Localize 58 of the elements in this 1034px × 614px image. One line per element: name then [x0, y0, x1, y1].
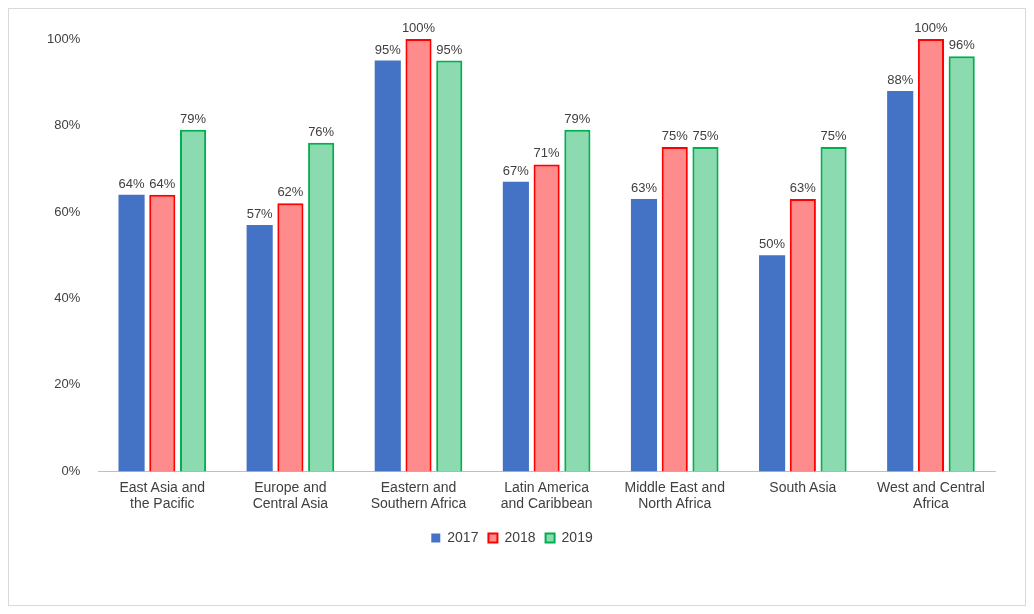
x-tick-label: Europe and Central Asia	[252, 478, 329, 512]
data-label: 63%	[789, 180, 817, 196]
data-label: 62%	[277, 184, 304, 200]
bar	[374, 60, 401, 472]
x-tick-label: Latin America and Caribbean	[500, 478, 593, 512]
bar	[564, 129, 591, 472]
x-tick-label: East Asia and the Pacific	[119, 478, 206, 512]
data-label: 75%	[820, 128, 848, 144]
bar	[820, 147, 847, 472]
bar	[308, 142, 335, 472]
bar	[277, 203, 304, 472]
bar	[887, 90, 914, 472]
data-label: 79%	[180, 110, 207, 126]
y-tick-label: 100%	[47, 30, 81, 46]
legend-label: 2019	[561, 528, 593, 545]
y-tick-label: 0%	[61, 462, 81, 478]
legend-label: 2018	[504, 528, 536, 545]
bar	[630, 198, 658, 472]
bar	[948, 56, 975, 472]
data-label: 96%	[948, 37, 976, 53]
data-label: 64%	[118, 175, 145, 191]
bar	[246, 224, 273, 472]
data-label: 79%	[564, 110, 591, 126]
bar	[533, 164, 560, 472]
data-label: 75%	[692, 128, 719, 144]
data-label: 100%	[401, 20, 436, 36]
bar	[789, 198, 816, 472]
bar	[405, 39, 432, 472]
bar	[149, 194, 176, 472]
data-label: 88%	[887, 71, 914, 87]
data-label: 57%	[246, 206, 274, 222]
x-tick-label: Eastern and Southern Africa	[370, 478, 467, 512]
data-label: 75%	[661, 128, 689, 144]
legend-label: 2017	[447, 528, 479, 545]
y-tick-label: 20%	[54, 376, 81, 392]
data-label: 63%	[630, 180, 658, 196]
x-tick-label: South Asia	[769, 478, 837, 495]
x-tick-label: West and Central Africa	[876, 478, 985, 512]
data-label: 100%	[914, 20, 949, 36]
bar	[759, 255, 786, 472]
data-label: 64%	[149, 175, 176, 191]
y-tick-label: 60%	[54, 203, 81, 219]
data-label: 95%	[436, 41, 463, 57]
bar	[179, 129, 207, 472]
bar	[692, 147, 719, 472]
data-label: 50%	[759, 236, 786, 252]
data-label: 67%	[502, 162, 530, 178]
bar	[118, 194, 145, 472]
bar	[502, 181, 529, 472]
bar	[661, 147, 688, 472]
data-label: 95%	[374, 41, 402, 57]
y-tick-label: 40%	[54, 290, 81, 306]
bar	[436, 60, 463, 472]
data-label: 71%	[533, 145, 561, 161]
x-tick-label: Middle East and North Africa	[624, 478, 725, 512]
bar	[917, 39, 945, 472]
y-tick-label: 80%	[54, 117, 81, 133]
data-label: 76%	[308, 123, 335, 139]
